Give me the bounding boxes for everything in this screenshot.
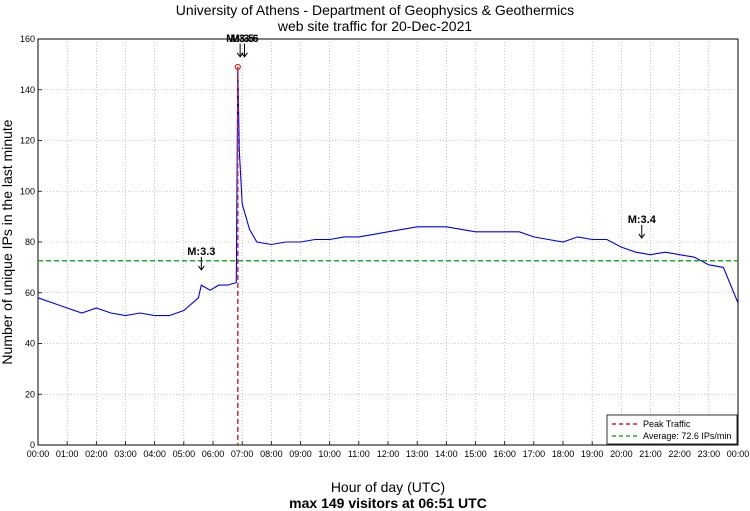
traffic-series-line xyxy=(37,66,739,317)
x-tick-label: 00:00 xyxy=(727,449,750,459)
x-tick-label: 05:00 xyxy=(173,449,196,459)
plot-area xyxy=(37,38,739,446)
annotation-label: M:3.4 xyxy=(628,214,657,226)
x-tick-label: 02:00 xyxy=(85,449,108,459)
x-tick-label: 23:00 xyxy=(698,449,721,459)
x-tick-label: 12:00 xyxy=(377,449,400,459)
y-tick-label: 80 xyxy=(25,237,35,247)
annotation-label: M:3.3 xyxy=(187,246,215,258)
x-tick-label: 14:00 xyxy=(435,449,458,459)
y-tick-label: 60 xyxy=(25,288,35,298)
x-tick-label: 19:00 xyxy=(581,449,604,459)
x-tick-label: 22:00 xyxy=(668,449,691,459)
annotation-layer: M:3.3 M:3.5M:3.6 M:3.4 xyxy=(187,33,657,271)
x-tick-label: 07:00 xyxy=(231,449,254,459)
x-tick-label: 18:00 xyxy=(552,449,575,459)
y-tick-label: 0 xyxy=(30,440,35,450)
x-tick-label: 11:00 xyxy=(348,449,370,459)
annotation-label: M:3.5 xyxy=(226,33,254,45)
chart-title: University of Athens - Department of Geo… xyxy=(176,2,574,18)
x-tick-label: 15:00 xyxy=(464,449,487,459)
x-tick-label: 16:00 xyxy=(493,449,516,459)
y-tick-label: 20 xyxy=(25,389,35,399)
x-tick-label: 00:00 xyxy=(27,449,50,459)
y-tick-label: 40 xyxy=(25,339,35,349)
legend-average-label: Average: 72.6 IPs/min xyxy=(643,431,731,441)
annotation-arrowhead xyxy=(241,52,248,58)
x-tick-label: 13:00 xyxy=(406,449,429,459)
legend: Peak Traffic Average: 72.6 IPs/min xyxy=(606,414,738,445)
legend-peak-label: Peak Traffic xyxy=(643,419,691,429)
axis-ticks: 00:00 01:00 02:00 03:00 04:00 05:00 06:00 07:00… xyxy=(20,34,749,459)
annotation-label: M:3.6 xyxy=(230,33,258,45)
y-tick-label: 160 xyxy=(20,34,35,44)
x-tick-label: 08:00 xyxy=(260,449,283,459)
x-tick-label: 20:00 xyxy=(610,449,633,459)
peak-marker xyxy=(234,63,241,71)
x-tick-label: 17:00 xyxy=(523,449,546,459)
legend-box xyxy=(606,414,738,445)
x-tick-label: 01:00 xyxy=(56,449,79,459)
series-layer xyxy=(37,66,739,317)
reference-lines xyxy=(38,63,738,445)
y-tick-label: 100 xyxy=(20,186,35,196)
x-tick-label: 06:00 xyxy=(202,449,225,459)
chart-subtitle: web site traffic for 20-Dec-2021 xyxy=(277,18,472,34)
x-tick-label: 04:00 xyxy=(143,449,166,459)
x-tick-label: 09:00 xyxy=(289,449,312,459)
annotation-arrowhead xyxy=(197,265,205,271)
x-tick-label: 10:00 xyxy=(318,449,341,459)
x-tick-label: 21:00 xyxy=(639,449,662,459)
x-axis-label: Hour of day (UTC) xyxy=(331,479,445,495)
y-tick-label: 120 xyxy=(20,136,35,146)
y-axis-label: Number of unique IPs in the last minute xyxy=(0,119,15,364)
x-tick-label: 03:00 xyxy=(114,449,137,459)
x-axis-sublabel: max 149 visitors at 06:51 UTC xyxy=(289,495,487,511)
y-tick-label: 140 xyxy=(20,85,35,95)
annotation-arrowhead xyxy=(638,233,646,239)
